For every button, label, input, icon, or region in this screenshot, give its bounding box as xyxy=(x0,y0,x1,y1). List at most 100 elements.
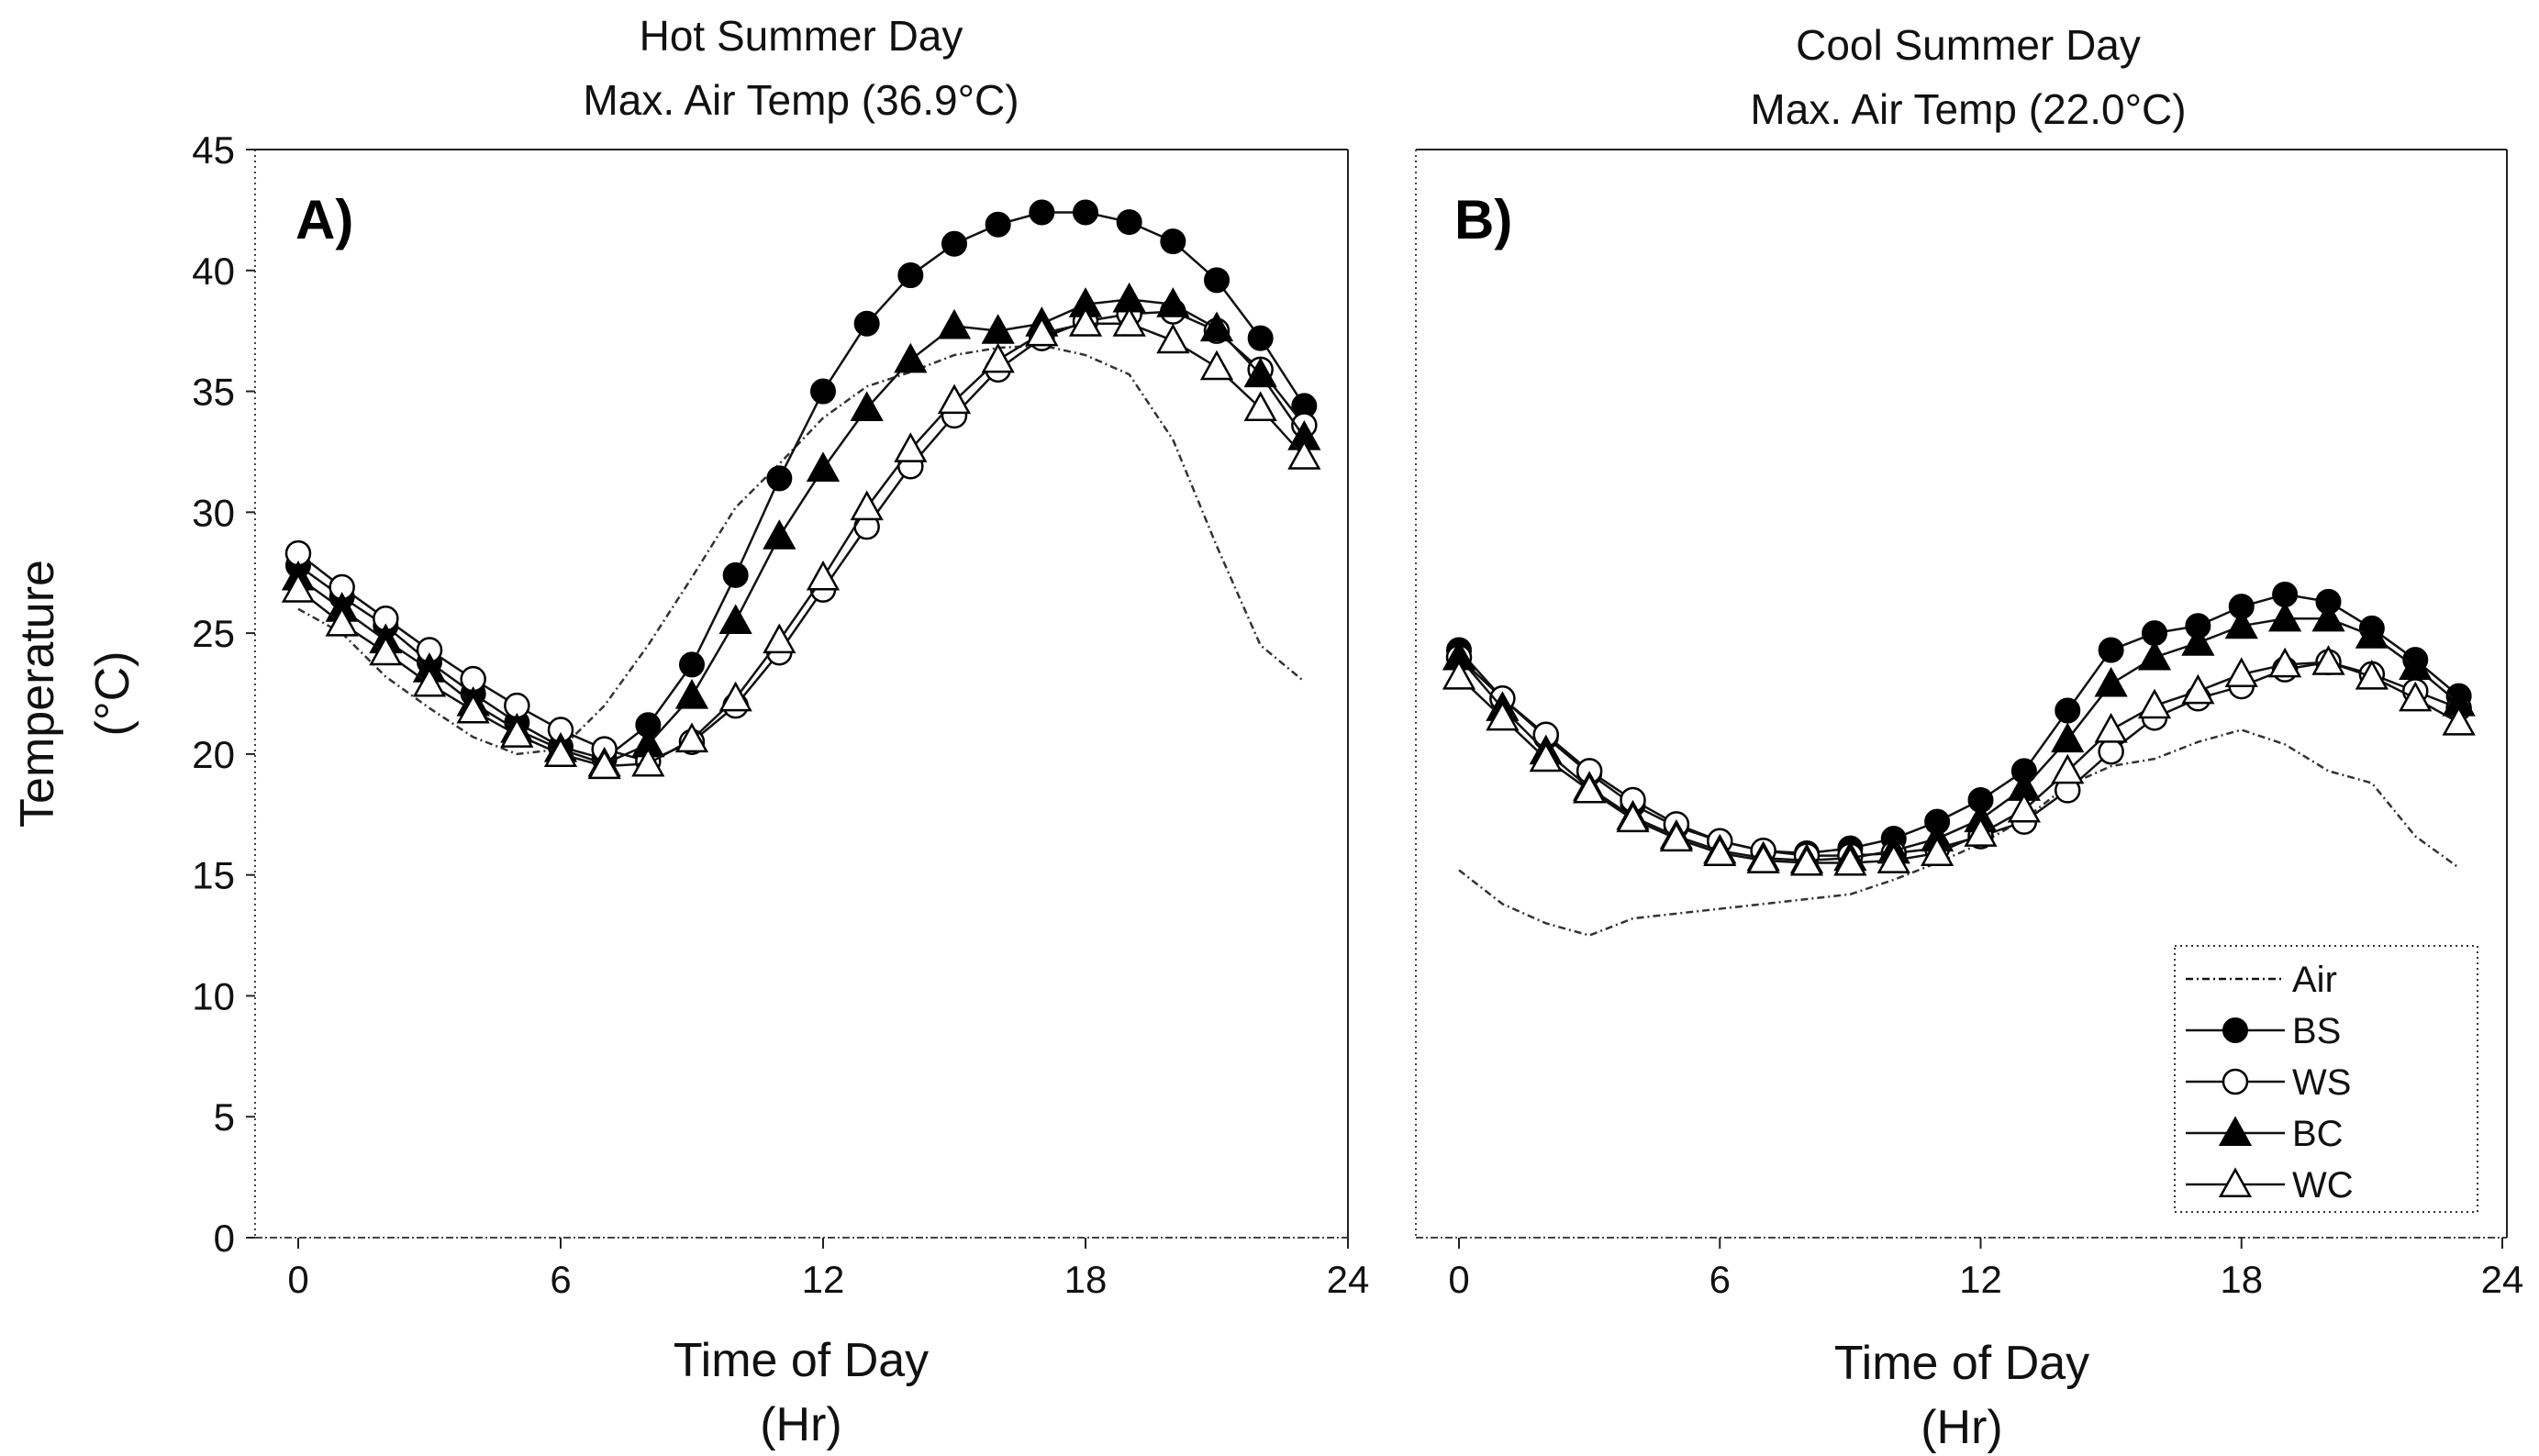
data-point-bs xyxy=(1160,228,1186,255)
data-point-bc xyxy=(763,519,796,550)
data-point-wc xyxy=(1573,772,1607,804)
data-point-wc xyxy=(2355,659,2389,690)
y-tick-label: 15 xyxy=(192,854,235,897)
panel-a-label: A) xyxy=(295,189,353,250)
panel-b-label: B) xyxy=(1454,189,1512,250)
legend-label: WS xyxy=(2292,1062,2351,1103)
y-tick-label: 0 xyxy=(214,1217,235,1260)
series-line-wc xyxy=(297,322,1306,768)
y-tick-label: 30 xyxy=(192,491,235,534)
panel-b-x-label-line2: (Hr) xyxy=(1921,1401,2003,1454)
x-tick-label: 12 xyxy=(1959,1258,2002,1301)
panel-a-x-label-line2: (Hr) xyxy=(760,1398,842,1451)
data-point-bc xyxy=(2311,601,2345,632)
data-point-wc xyxy=(1616,802,1650,833)
data-point-bs xyxy=(941,230,967,257)
data-point-wc xyxy=(894,432,928,462)
data-point-wc xyxy=(2442,706,2476,736)
y-tick-label: 25 xyxy=(192,612,235,655)
data-point-wc xyxy=(369,635,403,666)
data-point-bc xyxy=(1199,311,1234,342)
series-ws xyxy=(284,298,1318,775)
data-point-wc xyxy=(1529,741,1563,772)
legend-box xyxy=(2174,945,2478,1213)
data-point-wc xyxy=(763,623,796,654)
data-point-bc xyxy=(2094,666,2128,697)
y-axis-label-line2: (°C) xyxy=(86,651,139,737)
series-line-ws xyxy=(297,310,1306,763)
data-point-bs xyxy=(897,262,924,289)
series-line-air xyxy=(297,344,1306,756)
x-tick-label: 6 xyxy=(550,1258,571,1301)
data-point-bc xyxy=(2399,650,2433,681)
x-tick-label: 24 xyxy=(1327,1258,1370,1301)
data-point-wc xyxy=(1112,306,1146,337)
data-point-wc xyxy=(1486,700,1520,731)
data-point-wc xyxy=(456,693,490,724)
legend-marker xyxy=(2222,1017,2248,1043)
data-point-bc xyxy=(850,391,884,422)
data-point-wc xyxy=(674,722,709,753)
data-point-wc xyxy=(500,717,534,748)
data-point-bs xyxy=(722,561,749,588)
data-point-wc xyxy=(2051,753,2085,784)
data-point-bc xyxy=(2224,608,2258,639)
y-tick-label: 10 xyxy=(192,974,235,1017)
panel-b: Cool Summer Day Max. Air Temp (22.0°C) T… xyxy=(1415,21,2523,1454)
legend-item-bc: BC xyxy=(2186,1114,2344,1154)
data-point-wc xyxy=(412,666,447,697)
series-wc xyxy=(281,306,1321,780)
series-bc xyxy=(1442,601,2476,873)
data-point-bs xyxy=(1204,267,1230,294)
legend-label: BS xyxy=(2292,1011,2341,1051)
y-tick-label: 35 xyxy=(192,371,235,414)
panel-a-title-line1: Hot Summer Day xyxy=(640,12,963,60)
data-point-wc xyxy=(2007,792,2041,823)
legend-item-ws: WS xyxy=(2186,1062,2351,1103)
data-point-bs xyxy=(810,378,836,405)
legend-marker xyxy=(2218,1167,2253,1198)
x-tick-label: 6 xyxy=(1709,1258,1731,1301)
data-point-wc xyxy=(1789,845,1824,876)
data-point-bc xyxy=(2181,626,2215,656)
x-tick-label: 0 xyxy=(1448,1258,1469,1301)
data-point-wc xyxy=(937,383,972,415)
data-point-bc xyxy=(2051,722,2085,753)
data-point-bc xyxy=(2268,601,2302,632)
panel-b-x-label-line1: Time of Day xyxy=(1834,1337,2089,1390)
data-point-wc xyxy=(325,606,359,637)
series-line-bs xyxy=(297,211,1306,761)
data-point-bs xyxy=(1029,199,1055,226)
legend-label: BC xyxy=(2292,1114,2344,1154)
data-point-wc xyxy=(1833,845,1867,876)
data-point-wc xyxy=(2137,688,2172,719)
data-point-wc xyxy=(1068,306,1103,337)
data-point-bs xyxy=(1247,325,1274,351)
data-point-wc xyxy=(2268,647,2302,678)
series-line-ws xyxy=(1458,656,2460,857)
y-tick-label: 45 xyxy=(192,128,235,172)
y-tick-label: 5 xyxy=(214,1095,235,1139)
data-point-wc xyxy=(1199,350,1234,381)
x-tick-label: 12 xyxy=(802,1258,845,1301)
data-point-wc xyxy=(1964,817,1998,847)
data-point-wc xyxy=(1025,316,1059,347)
legend-label: WC xyxy=(2292,1165,2354,1206)
data-point-wc xyxy=(1659,821,1693,852)
panel-b-title-line2: Max. Air Temp (22.0°C) xyxy=(1750,85,2186,133)
data-point-wc xyxy=(718,681,752,712)
series-bs xyxy=(285,199,1318,772)
data-point-wc xyxy=(2094,712,2128,743)
data-point-bc xyxy=(806,451,841,482)
data-point-wc xyxy=(587,749,621,780)
data-point-wc xyxy=(981,342,1015,373)
data-point-bc xyxy=(674,679,709,709)
panel-a: Hot Summer Day Max. Air Temp (36.9°C) Te… xyxy=(11,12,1369,1451)
series-air xyxy=(297,344,1306,756)
data-point-wc xyxy=(1746,843,1780,873)
data-point-ws xyxy=(2098,739,2124,765)
legend-label: Air xyxy=(2292,960,2337,1000)
series-line-bc xyxy=(1458,617,2460,862)
panel-a-x-label-line1: Time of Day xyxy=(674,1334,929,1387)
y-axis-label-line1: Temperature xyxy=(11,560,64,828)
